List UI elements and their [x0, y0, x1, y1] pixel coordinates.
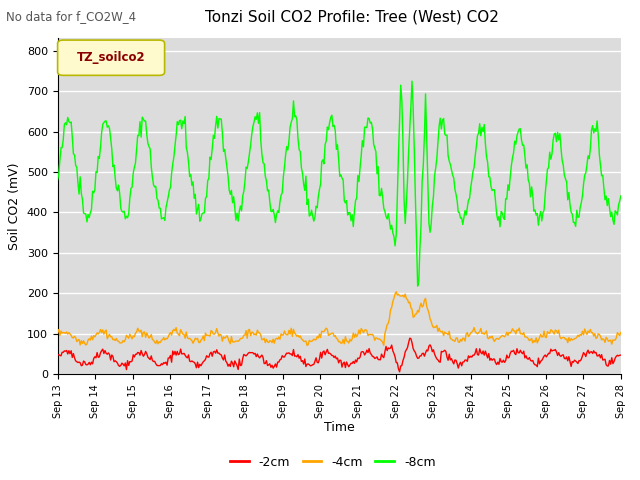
- Legend: -2cm, -4cm, -8cm: -2cm, -4cm, -8cm: [225, 451, 441, 474]
- Y-axis label: Soil CO2 (mV): Soil CO2 (mV): [8, 163, 21, 250]
- X-axis label: Time: Time: [324, 421, 355, 434]
- FancyBboxPatch shape: [58, 40, 164, 75]
- Text: TZ_soilco2: TZ_soilco2: [77, 51, 145, 64]
- Text: No data for f_CO2W_4: No data for f_CO2W_4: [6, 10, 136, 23]
- Text: Tonzi Soil CO2 Profile: Tree (West) CO2: Tonzi Soil CO2 Profile: Tree (West) CO2: [205, 10, 499, 24]
